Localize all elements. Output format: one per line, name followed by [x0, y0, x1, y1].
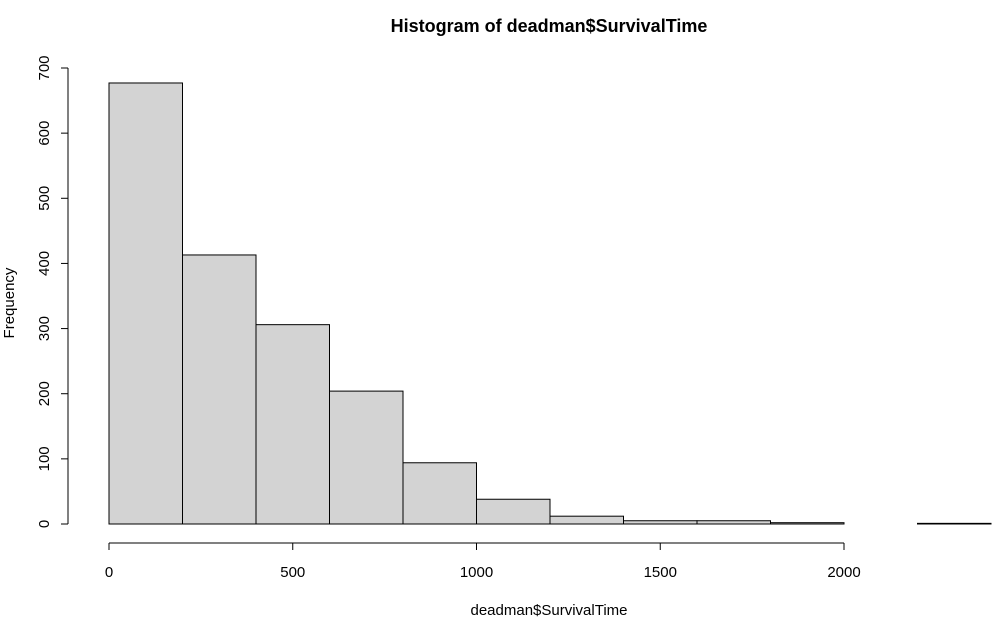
- y-tick-label: 0: [36, 520, 53, 528]
- bar: [476, 498, 551, 525]
- bar: [108, 82, 183, 525]
- bar: [329, 390, 404, 525]
- y-tick-label: 200: [36, 381, 53, 406]
- x-axis-label: deadman$SurvivalTime: [470, 602, 627, 619]
- bar: [255, 324, 330, 525]
- x-tick-label: 1000: [460, 564, 493, 581]
- chart-title: Histogram of deadman$SurvivalTime: [391, 16, 708, 36]
- bar: [623, 520, 698, 525]
- y-axis-label: Frequency: [1, 267, 18, 338]
- bar: [770, 522, 845, 525]
- x-tick-label: 2000: [827, 564, 860, 581]
- y-tick-label: 500: [36, 186, 53, 211]
- y-tick-label: 700: [36, 55, 53, 80]
- y-tick-label: 100: [36, 446, 53, 471]
- bar: [402, 462, 477, 525]
- bar: [549, 515, 624, 525]
- x-tick-label: 0: [105, 564, 113, 581]
- y-tick-label: 600: [36, 121, 53, 146]
- y-tick-label: 400: [36, 251, 53, 276]
- y-tick-label: 300: [36, 316, 53, 341]
- x-tick-label: 500: [280, 564, 305, 581]
- bar: [182, 254, 257, 525]
- bar: [917, 522, 992, 525]
- x-tick-label: 1500: [644, 564, 677, 581]
- bar: [696, 520, 771, 525]
